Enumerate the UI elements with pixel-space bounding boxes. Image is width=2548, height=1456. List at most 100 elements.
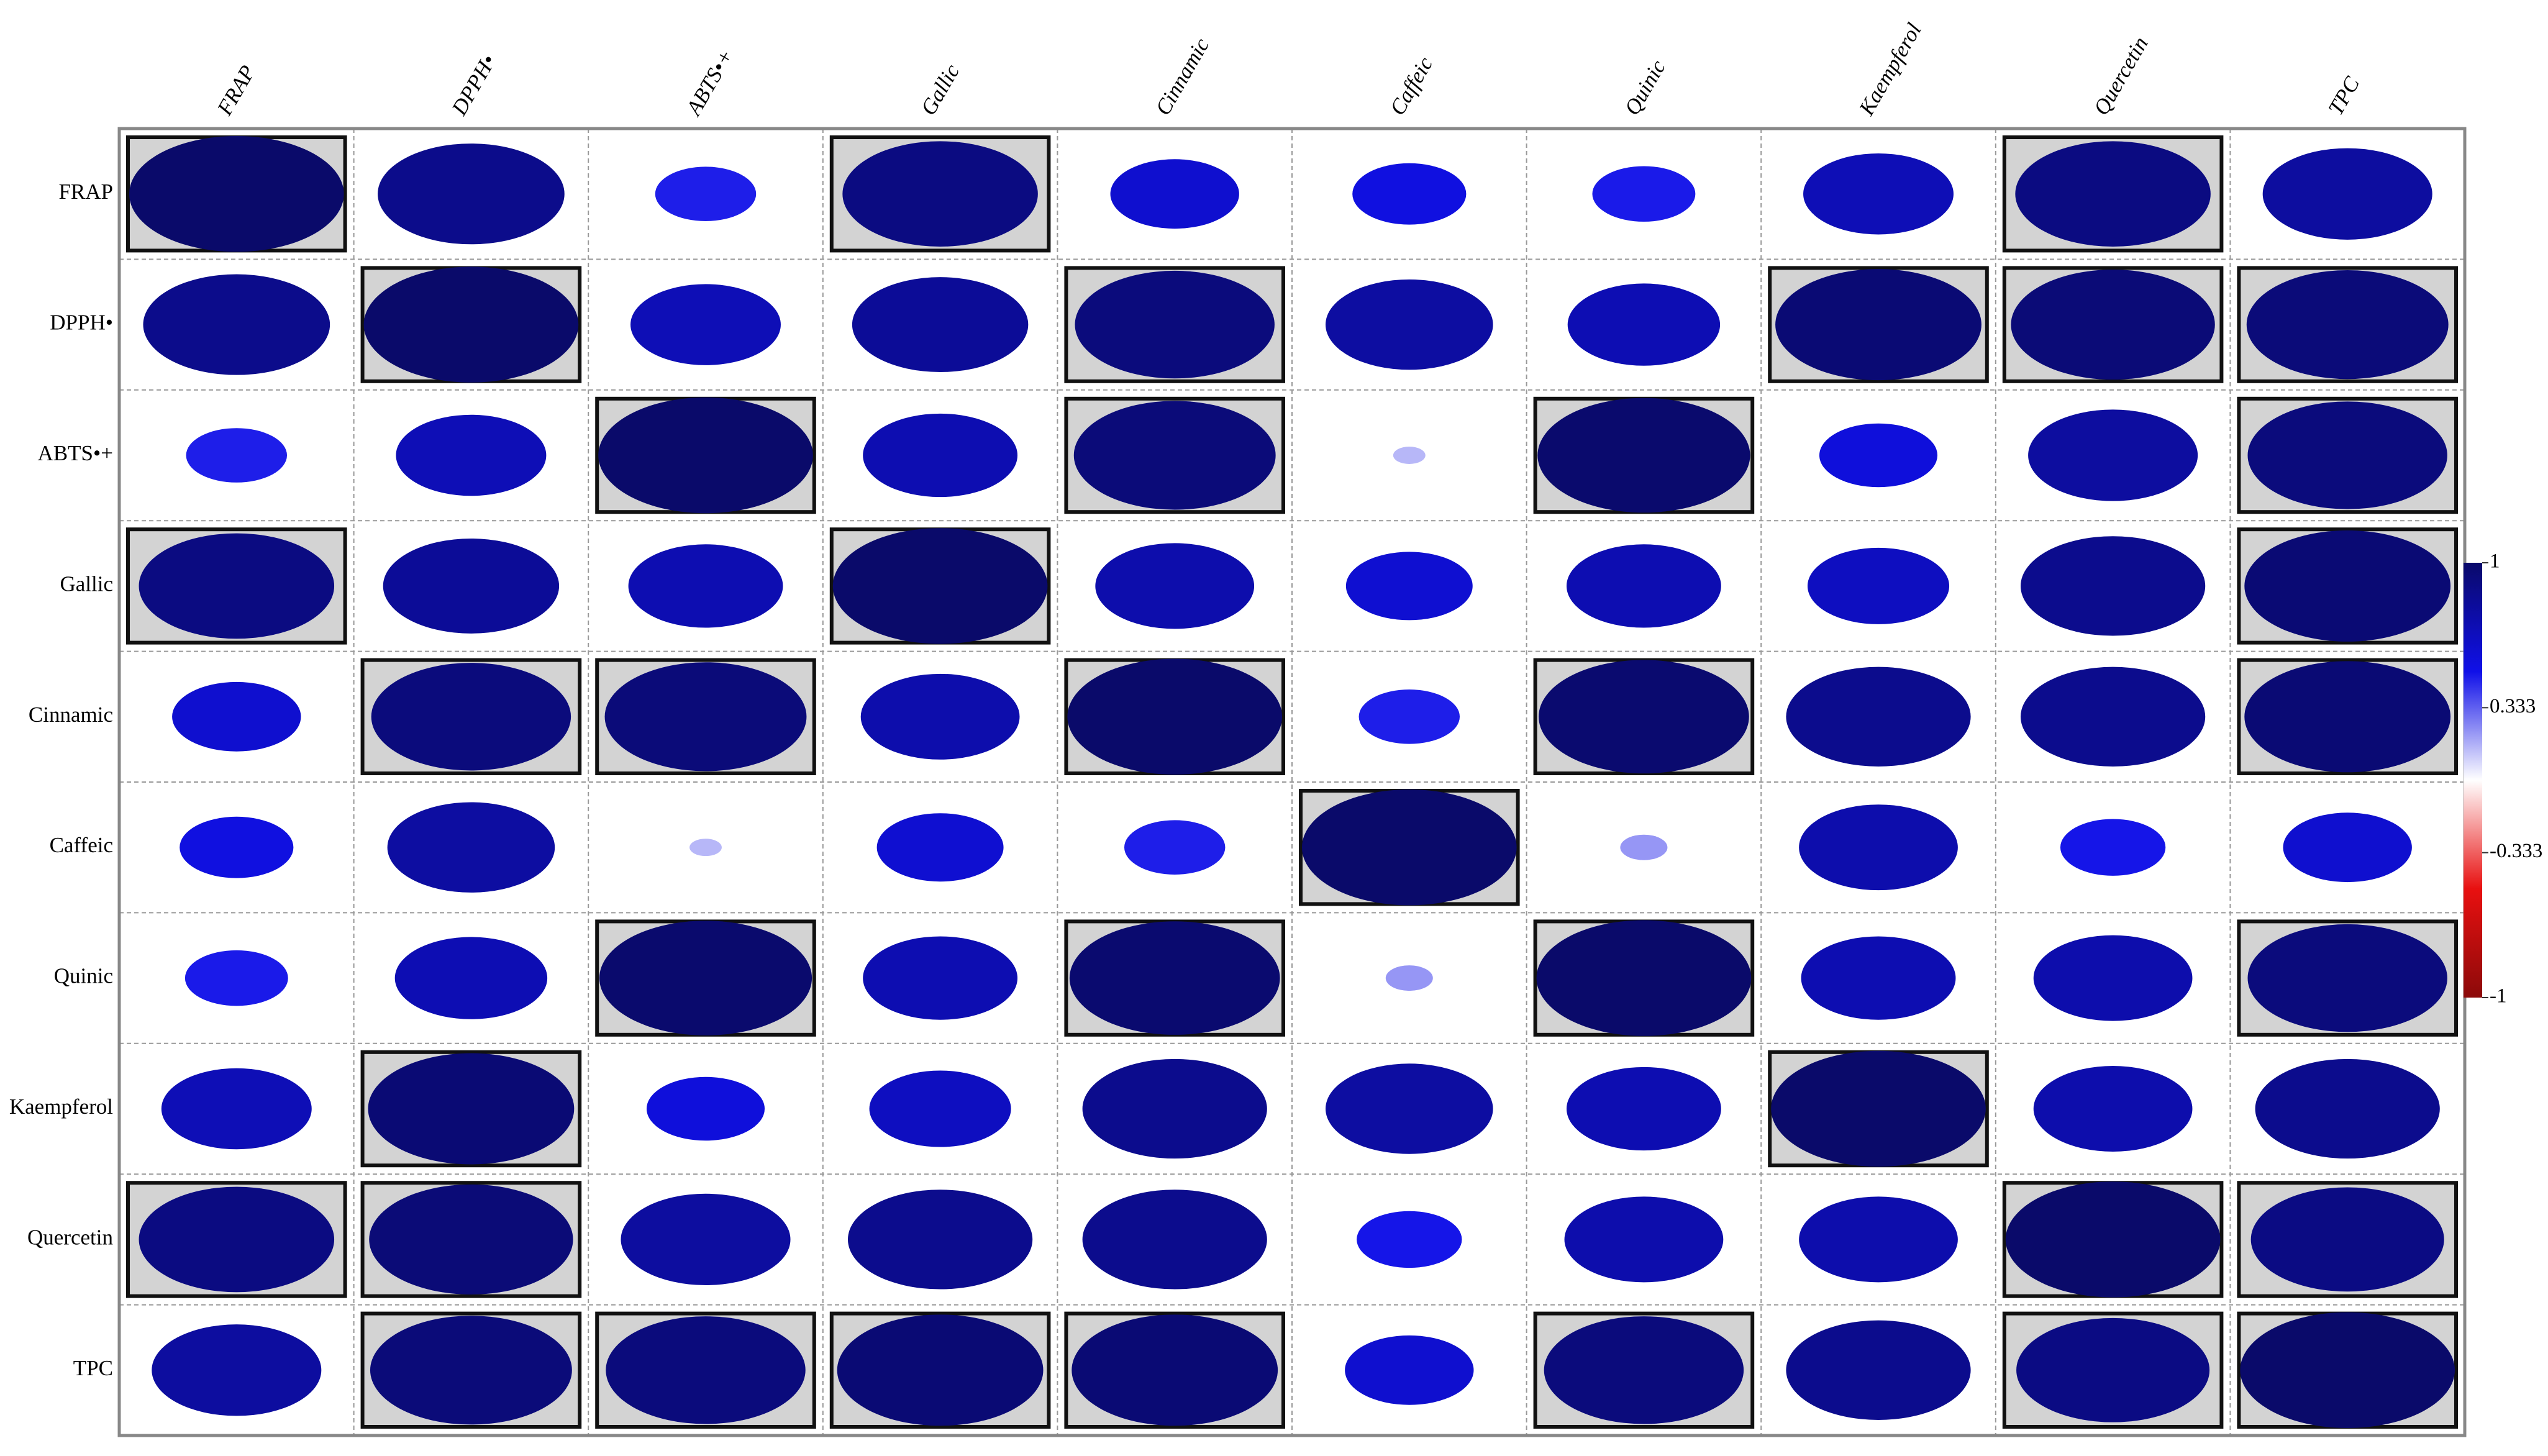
cell-gallic-tpc — [2237, 527, 2458, 645]
cell-caffeic-abts — [689, 839, 722, 857]
cell-gallic-frap — [126, 527, 347, 645]
cell-kaempferol-quinic — [1566, 1067, 1721, 1151]
column-label-frap: FRAP — [212, 61, 260, 119]
correlation-ellipse — [2005, 1181, 2221, 1298]
cell-quercetin-kaempferol — [1799, 1196, 1958, 1283]
cell-abts-dpph — [396, 414, 547, 496]
cell-cinnamic-quinic — [1533, 658, 1755, 775]
color-bar-label: -0.333 — [2490, 840, 2542, 862]
correlation-ellipse — [1592, 166, 1696, 222]
cell-abts-cinnamic — [1064, 396, 1286, 514]
correlation-ellipse — [860, 673, 1020, 760]
correlation-ellipse — [1537, 398, 1750, 513]
correlation-ellipse — [852, 277, 1029, 373]
cell-dpph-gallic — [852, 277, 1029, 373]
correlation-ellipse — [1536, 920, 1752, 1036]
correlation-cells — [126, 135, 2458, 1429]
correlation-ellipse — [1345, 1335, 1474, 1405]
cell-kaempferol-frap — [161, 1068, 312, 1150]
column-label-dpph: DPPH• — [447, 50, 501, 120]
correlation-ellipse — [837, 1314, 1044, 1426]
cell-tpc-cinnamic — [1064, 1311, 1286, 1429]
color-bar-label: 1 — [2490, 550, 2500, 573]
correlation-ellipse — [143, 274, 330, 375]
correlation-ellipse — [2060, 819, 2166, 876]
correlation-ellipse — [1819, 423, 1938, 488]
column-labels: FRAP DPPH• ABTS•+ Gallic Cinnamic Caffeic Quin… — [212, 19, 2364, 120]
correlation-ellipse — [370, 1316, 572, 1425]
cell-quinic-tpc — [2237, 919, 2458, 1037]
cell-gallic-abts — [628, 544, 783, 628]
correlation-ellipse — [139, 533, 335, 639]
row-label-kaempferol: Kaempferol — [9, 1094, 113, 1119]
cell-tpc-dpph — [360, 1311, 582, 1429]
cell-abts-frap — [186, 428, 288, 483]
cell-cinnamic-abts — [595, 658, 816, 775]
correlation-ellipse — [598, 397, 813, 514]
cell-abts-tpc — [2237, 396, 2458, 514]
cell-tpc-kaempferol — [1786, 1320, 1971, 1420]
cell-tpc-quercetin — [2002, 1311, 2224, 1429]
correlation-ellipse — [1352, 163, 1467, 225]
correlation-ellipse — [2250, 1187, 2444, 1292]
cell-cinnamic-caffeic — [1358, 689, 1460, 744]
correlation-ellipse — [1807, 547, 1950, 624]
row-label-caffeic: Caffeic — [50, 833, 113, 857]
cell-frap-kaempferol — [1803, 153, 1954, 235]
correlation-ellipse — [186, 428, 288, 483]
correlation-ellipse — [1082, 1190, 1267, 1290]
correlation-ellipse — [1775, 269, 1982, 381]
cell-tpc-caffeic — [1345, 1335, 1474, 1405]
column-label-quinic: Quinic — [1620, 56, 1671, 119]
cell-kaempferol-abts — [646, 1076, 765, 1141]
cell-quinic-dpph — [394, 937, 548, 1019]
correlation-ellipse — [1326, 1063, 1493, 1154]
cell-dpph-caffeic — [1326, 279, 1493, 370]
row-label-abts: ABTS•+ — [38, 441, 113, 465]
correlation-ellipse — [1345, 552, 1473, 621]
correlation-ellipse — [1566, 1067, 1721, 1151]
correlation-ellipse — [2247, 401, 2447, 509]
cell-quercetin-dpph — [360, 1181, 582, 1298]
row-label-frap: FRAP — [58, 180, 113, 204]
correlation-ellipse — [1393, 447, 1426, 464]
color-bar-label: 0.333 — [2490, 695, 2536, 717]
correlation-ellipse — [1801, 936, 1956, 1020]
row-label-gallic: Gallic — [60, 571, 113, 596]
correlation-ellipse — [383, 538, 560, 634]
correlation-ellipse — [152, 1324, 322, 1416]
cell-quinic-quinic — [1533, 919, 1755, 1037]
column-label-quercetin: Quercetin — [2089, 32, 2153, 119]
cell-caffeic-tpc — [2283, 812, 2412, 883]
cell-cinnamic-dpph — [360, 658, 582, 775]
cell-gallic-gallic — [829, 527, 1051, 645]
cell-gallic-quinic — [1566, 544, 1721, 628]
correlation-ellipse — [2255, 1058, 2440, 1159]
correlation-ellipse — [876, 813, 1004, 882]
cell-caffeic-gallic — [876, 813, 1004, 882]
correlation-ellipse — [1110, 159, 1239, 229]
row-label-quercetin: Quercetin — [27, 1225, 113, 1249]
correlation-ellipse — [2262, 148, 2432, 240]
grid-lines — [119, 129, 2465, 1436]
correlation-ellipse — [1385, 965, 1433, 991]
cell-caffeic-quercetin — [2060, 819, 2166, 876]
row-label-cinnamic: Cinnamic — [29, 703, 113, 727]
correlation-ellipse — [2240, 1312, 2455, 1428]
correlation-ellipse — [621, 1193, 791, 1286]
cell-quinic-kaempferol — [1801, 936, 1956, 1020]
correlation-ellipse — [1539, 660, 1749, 774]
correlation-ellipse — [1124, 820, 1226, 875]
cell-quercetin-abts — [621, 1193, 791, 1286]
cell-dpph-kaempferol — [1768, 266, 1989, 383]
cell-quinic-frap — [184, 950, 288, 1006]
row-label-dpph: DPPH• — [50, 311, 113, 335]
correlation-ellipse — [2247, 924, 2447, 1032]
cell-kaempferol-cinnamic — [1082, 1058, 1267, 1159]
cell-abts-caffeic — [1393, 447, 1426, 464]
cell-gallic-caffeic — [1345, 552, 1473, 621]
cell-quercetin-gallic — [847, 1190, 1033, 1290]
correlation-ellipse — [2020, 667, 2206, 767]
cell-abts-quercetin — [2028, 409, 2198, 501]
cell-tpc-tpc — [2237, 1311, 2458, 1429]
